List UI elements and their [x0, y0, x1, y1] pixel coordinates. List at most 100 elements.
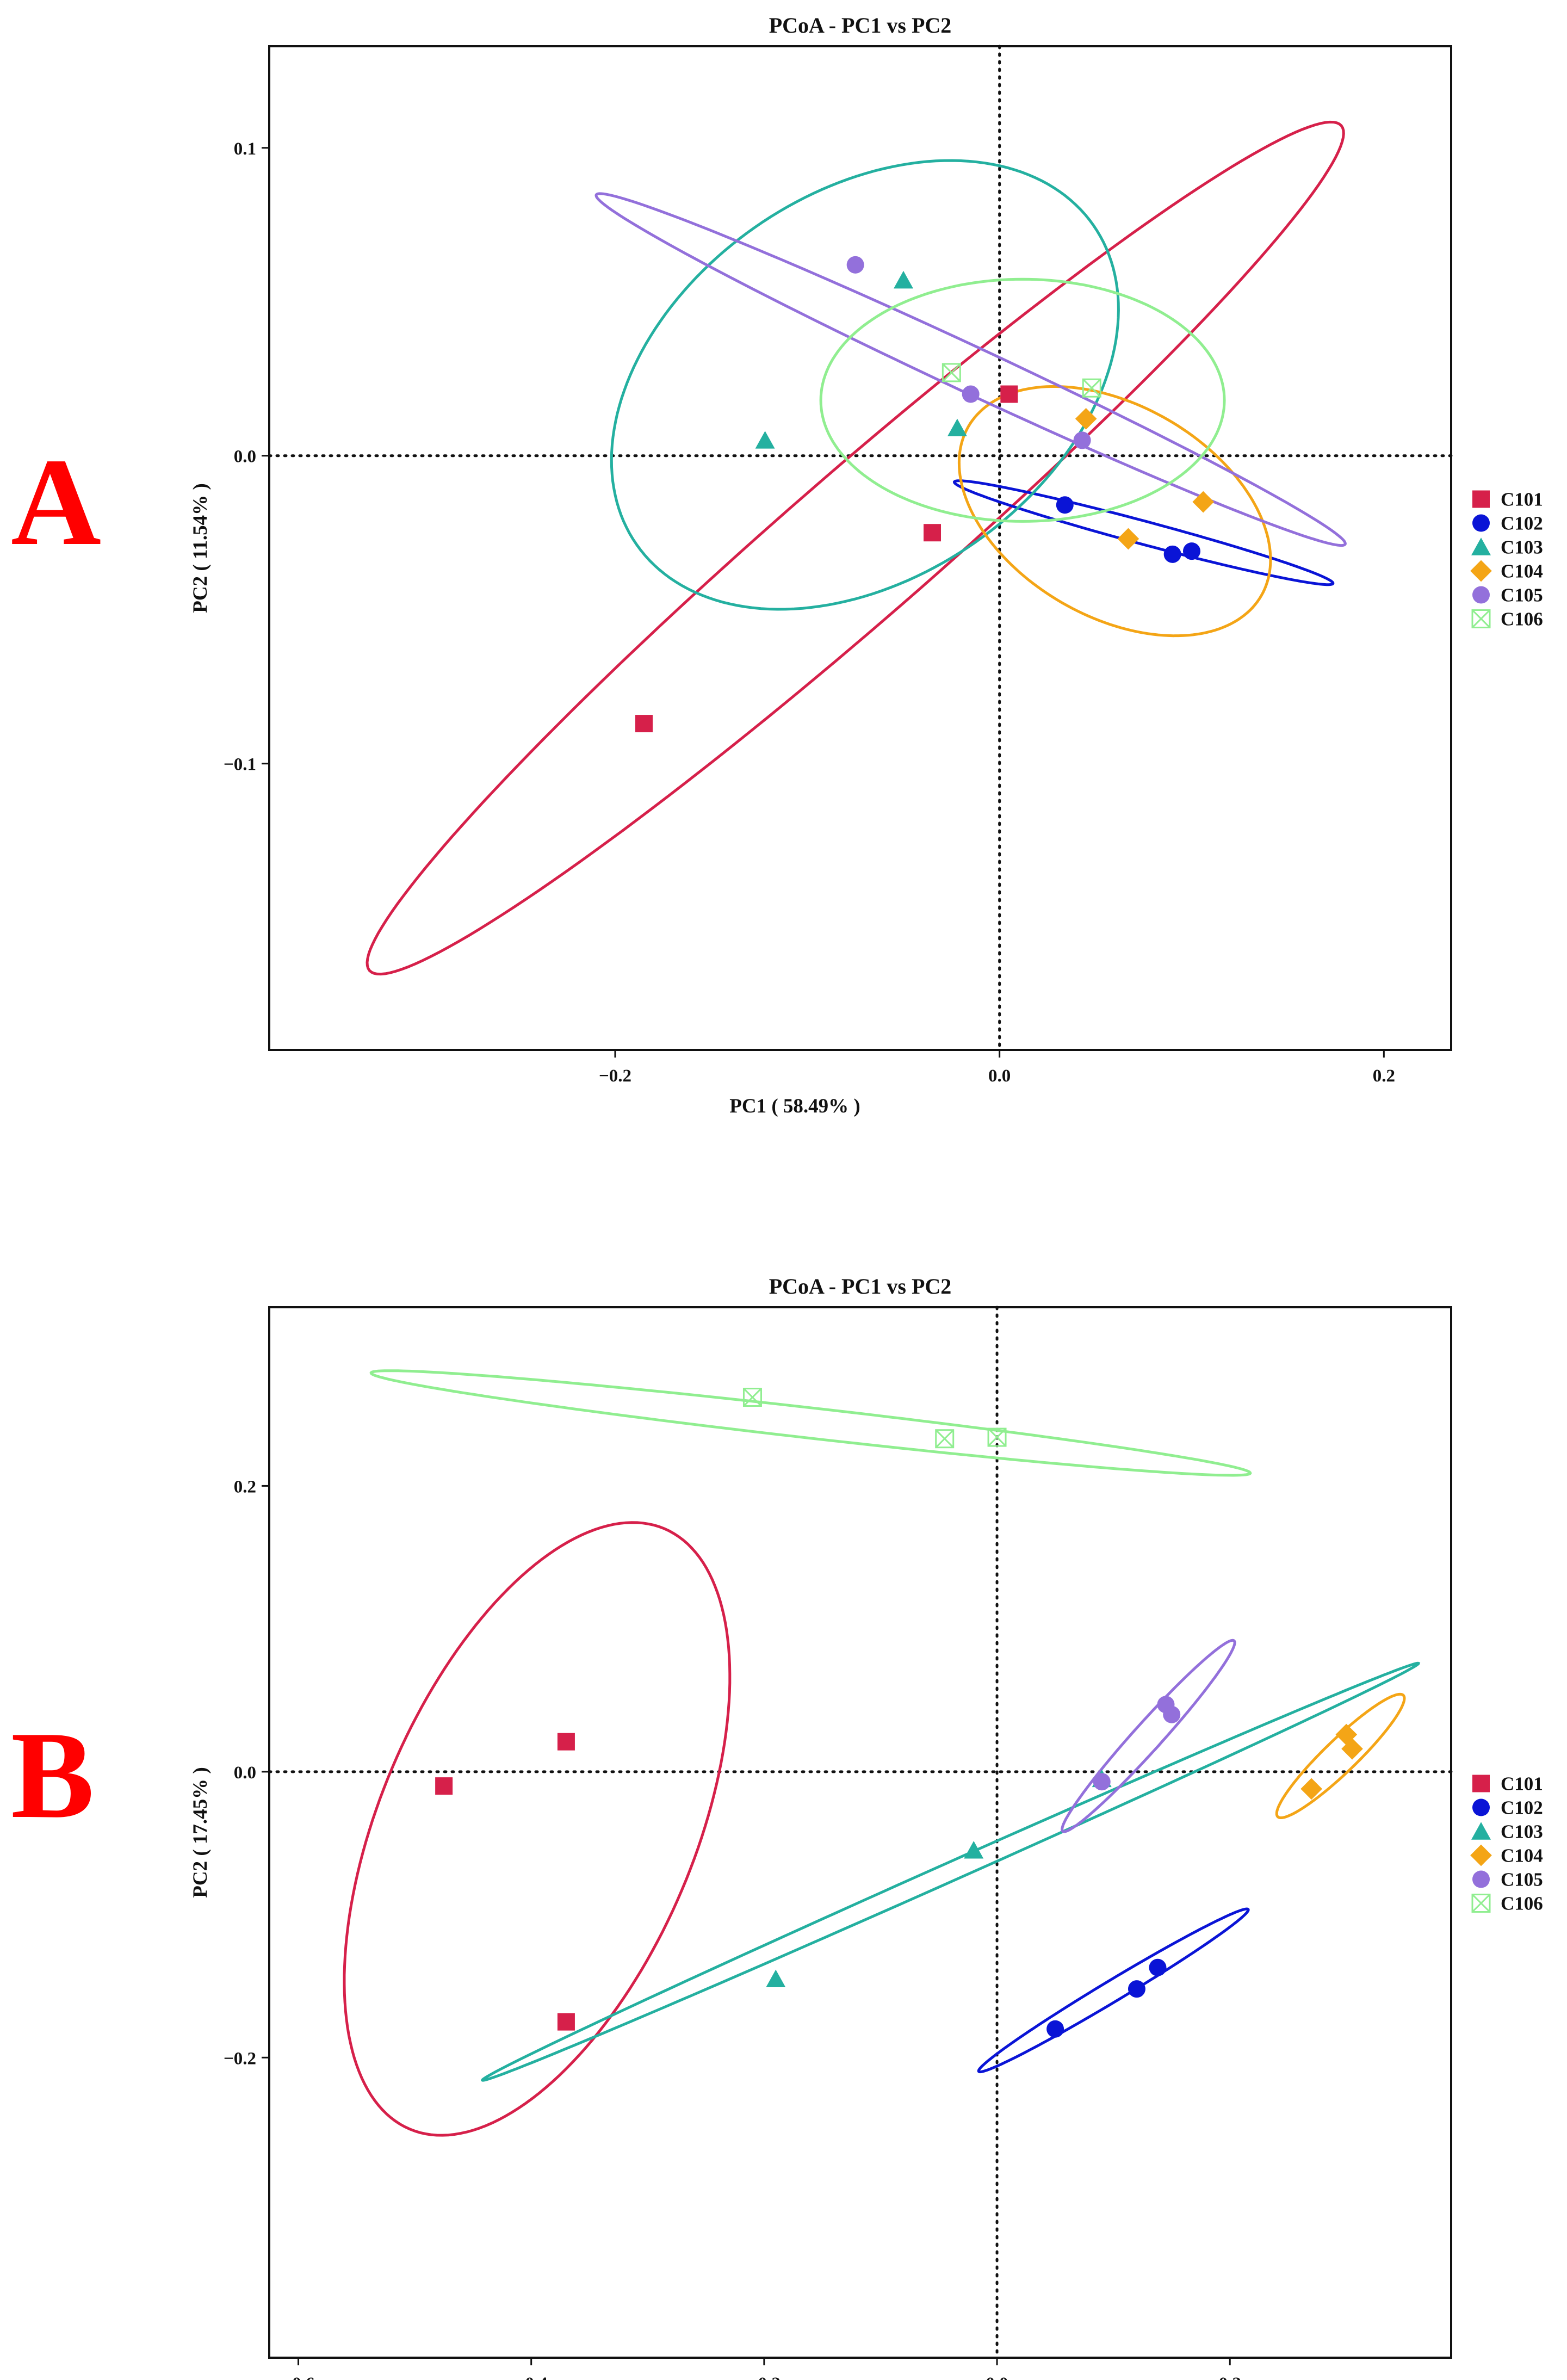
- marker-box: [1471, 1894, 1491, 1913]
- confidence-ellipse-c102: [977, 1907, 1250, 2074]
- y-axis-label: PC2 ( 17.45% ): [189, 1767, 212, 1897]
- legend-label: C103: [1501, 537, 1543, 558]
- point-c105: [962, 385, 980, 403]
- x-tick-label: −0.2: [599, 1066, 631, 1086]
- y-tick-label: 0.0: [234, 1763, 256, 1783]
- confidence-ellipse-c104: [1275, 1692, 1406, 1819]
- point-c102: [1046, 2020, 1064, 2038]
- confidence-ellipse-c102: [952, 479, 1335, 586]
- marker-cross: [1471, 609, 1491, 628]
- legend-label: C104: [1501, 561, 1543, 582]
- plot-frame: [268, 1306, 1452, 2359]
- legend-label: C101: [1501, 1773, 1543, 1795]
- y-tick-label: −0.2: [224, 2049, 256, 2068]
- marker-box: [987, 1427, 1007, 1447]
- x-tick-label: −0.6: [282, 2374, 314, 2380]
- marker-cross: [987, 1428, 1007, 1447]
- point-c104: [1300, 1778, 1322, 1800]
- y-tick-label: 0.1: [234, 139, 256, 159]
- point-c104: [1075, 407, 1097, 430]
- point-c103: [964, 1841, 984, 1859]
- x-tick-label: 0.0: [988, 1066, 1011, 1086]
- confidence-ellipse-c105: [594, 192, 1347, 547]
- plot-area: [366, 120, 1347, 976]
- point-c105: [846, 256, 864, 274]
- x-tick-label: 0.2: [1219, 2374, 1241, 2380]
- legend-marker-c104: [1470, 560, 1492, 582]
- legend-marker-c103: [1471, 537, 1491, 555]
- point-c104: [1192, 491, 1215, 513]
- point-c103: [894, 270, 913, 289]
- legend-marker-c101: [1472, 490, 1490, 508]
- legend-label: C102: [1501, 1797, 1543, 1819]
- point-c102: [1128, 1980, 1145, 1998]
- marker-cross: [1082, 379, 1101, 398]
- point-c104: [1117, 528, 1139, 550]
- point-c101: [557, 1733, 575, 1751]
- point-c101: [635, 715, 653, 733]
- legend-label: C104: [1501, 1845, 1543, 1866]
- marker-cross: [1471, 1894, 1491, 1913]
- point-c101: [1000, 385, 1018, 403]
- point-c106: [942, 363, 961, 382]
- panel-b: B PCoA - PC1 vs PC2 −0.6 −0.4 −0.2 0.0 0.2 −0.2…: [11, 1274, 1543, 2380]
- marker-box: [935, 1429, 955, 1449]
- confidence-ellipse-c103: [610, 159, 1120, 611]
- panel-a: A PCoA - PC1 vs PC2 −0.2 0.0 0.2 −0.1 0.0 0.1 PC…: [11, 13, 1543, 1117]
- panel-letter: B: [11, 1705, 94, 1844]
- legend-marker-c102: [1472, 1798, 1490, 1816]
- point-c104: [1341, 1738, 1363, 1760]
- point-c101: [924, 524, 941, 542]
- marker-box: [1082, 378, 1101, 398]
- point-c101: [557, 2013, 575, 2031]
- plot-frame: [268, 45, 1452, 1051]
- chart-title: PCoA - PC1 vs PC2: [769, 13, 952, 38]
- x-tick-label: 0.0: [986, 2374, 1008, 2380]
- point-c103: [755, 431, 775, 449]
- x-tick-label: −0.4: [515, 2374, 548, 2380]
- legend-label: C105: [1501, 585, 1543, 606]
- y-tick-label: 0.0: [234, 447, 256, 467]
- panel-letter: A: [11, 432, 101, 571]
- plot-area: [343, 1369, 1421, 2137]
- marker-box: [742, 1388, 762, 1407]
- legend-marker-c105: [1472, 586, 1490, 604]
- x-tick-label: −0.2: [748, 2374, 781, 2380]
- legend-marker-c106: [1471, 609, 1491, 628]
- point-c106: [935, 1429, 955, 1449]
- point-c102: [1183, 542, 1200, 560]
- legend-label: C105: [1501, 1869, 1543, 1890]
- legend-marker-c102: [1472, 514, 1490, 532]
- confidence-ellipse-c106: [369, 1369, 1252, 1477]
- legend-label: C103: [1501, 1821, 1543, 1843]
- point-c106: [987, 1427, 1007, 1447]
- marker-box: [942, 363, 961, 382]
- point-c102: [1056, 496, 1074, 514]
- point-c105: [1093, 1773, 1111, 1791]
- y-tick-label: 0.2: [234, 1477, 256, 1497]
- y-axis-label: PC2 ( 11.54% ): [189, 483, 212, 613]
- point-c103: [766, 1969, 786, 1987]
- confidence-ellipse-c101: [366, 120, 1345, 976]
- marker-box: [1471, 609, 1491, 628]
- point-c102: [1149, 1958, 1167, 1976]
- marker-cross: [743, 1388, 762, 1407]
- legend-label: C106: [1501, 609, 1543, 630]
- legend-label: C102: [1501, 513, 1543, 534]
- legend-marker-c104: [1470, 1844, 1492, 1866]
- marker-cross: [942, 363, 961, 382]
- point-c106: [742, 1388, 762, 1407]
- legend-label: C106: [1501, 1893, 1543, 1914]
- point-c105: [1073, 431, 1091, 449]
- confidence-ellipse-c101: [343, 1521, 732, 2137]
- legend: C101 C102 C103 C104 C105 C106: [1470, 489, 1543, 630]
- point-c103: [947, 418, 967, 436]
- confidence-ellipse-c103: [480, 1661, 1421, 2082]
- chart-title: PCoA - PC1 vs PC2: [769, 1274, 952, 1299]
- legend-marker-c105: [1472, 1870, 1490, 1888]
- x-tick-label: 0.2: [1373, 1066, 1395, 1086]
- legend-label: C101: [1501, 489, 1543, 510]
- point-c106: [1082, 378, 1101, 398]
